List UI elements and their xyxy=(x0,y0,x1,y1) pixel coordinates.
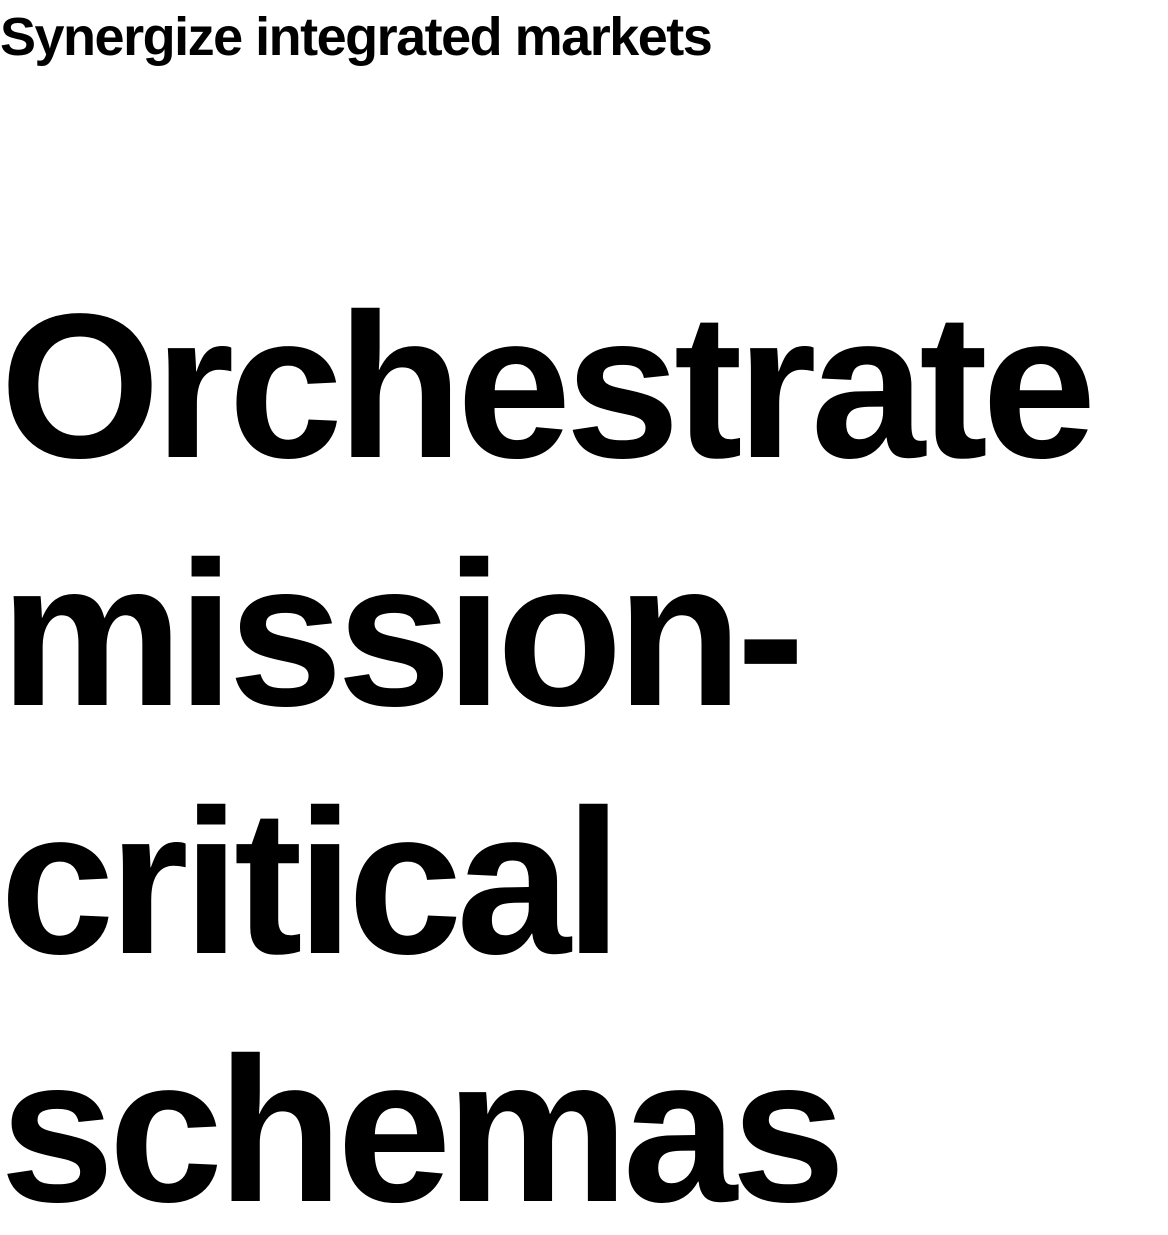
page-headline: Orchestrate mission- critical schemas xyxy=(0,262,1168,1235)
headline-line-3: critical xyxy=(0,767,622,997)
headline-line-1: Orchestrate xyxy=(0,271,1096,501)
page-subtitle: Synergize integrated markets xyxy=(0,7,713,67)
headline-line-4: schemas xyxy=(0,1015,846,1235)
headline-line-2: mission- xyxy=(0,519,805,749)
